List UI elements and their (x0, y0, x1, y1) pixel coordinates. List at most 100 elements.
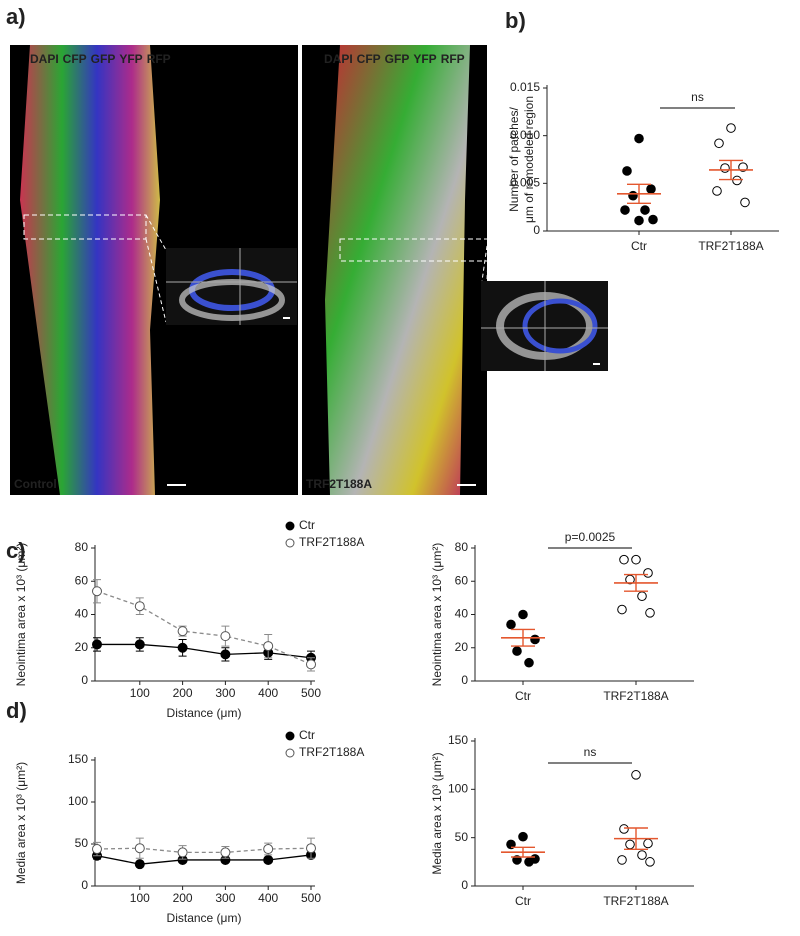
point (643, 568, 653, 578)
point (619, 554, 629, 565)
channel-label: YFP (119, 52, 142, 66)
point (134, 843, 145, 854)
point (617, 604, 627, 615)
channel-label: DAPI (30, 52, 59, 66)
y-tick-label: 100 (448, 782, 468, 796)
point (177, 847, 188, 858)
legend-label: Ctr (299, 728, 315, 742)
point (530, 634, 540, 645)
y-tick-label: 0 (461, 878, 468, 892)
point (628, 190, 638, 201)
channel-label: GFP (91, 52, 116, 66)
point (726, 123, 736, 133)
y-tick-label: 50 (75, 836, 89, 850)
y-tick-label: 0 (533, 223, 540, 237)
point (177, 626, 188, 637)
point (625, 839, 635, 850)
point (512, 855, 522, 865)
x-axis-label: Distance (μm) (167, 911, 242, 925)
point (645, 608, 655, 618)
y-axis-label: Neointima area x 10³ (μm²) (430, 543, 444, 687)
y-tick-label: 60 (455, 573, 469, 587)
point (645, 857, 655, 867)
sem-bar (511, 628, 535, 647)
y-axis-label: μm of remodeled region (522, 96, 536, 223)
x-tick-label: 300 (215, 686, 235, 700)
x-tick-label: Ctr (515, 894, 531, 908)
point (720, 163, 730, 173)
point (714, 138, 724, 149)
y-tick-label: 60 (75, 573, 89, 587)
point (643, 838, 653, 849)
y-tick-label: 150 (448, 733, 468, 747)
y-tick-label: 40 (75, 607, 89, 621)
point (620, 205, 630, 215)
point (306, 843, 316, 854)
point (263, 854, 274, 865)
annotation: p=0.0025 (565, 530, 616, 544)
point (732, 175, 742, 186)
panel-label: b) (505, 8, 526, 33)
sem-bar (624, 573, 648, 592)
y-tick-label: 20 (455, 640, 469, 654)
point (631, 770, 641, 780)
point (524, 857, 534, 867)
y-tick-label: 20 (75, 640, 89, 654)
channel-label: CFP (357, 52, 381, 66)
sem-bar (627, 183, 651, 205)
channel-label: YFP (413, 52, 436, 66)
x-tick-label: TRF2T188A (603, 689, 668, 703)
panel-label: c) (6, 538, 26, 563)
y-axis-label: Media area x 10³ (μm²) (430, 752, 444, 874)
y-tick-label: 0 (461, 673, 468, 687)
legend-marker (285, 538, 295, 548)
legend-marker (285, 748, 295, 758)
x-tick-label: 100 (130, 891, 150, 905)
image-label: Control (14, 477, 57, 491)
point (134, 601, 145, 612)
y-axis-label: Neointima area x 10³ (μm²) (14, 543, 28, 687)
y-tick-label: 50 (455, 830, 469, 844)
y-tick-label: 80 (455, 540, 469, 554)
point (92, 586, 102, 597)
x-tick-label: TRF2T188A (698, 239, 763, 253)
point (220, 649, 231, 660)
x-tick-label: 400 (258, 891, 278, 905)
y-axis-label: Media area x 10³ (μm²) (14, 762, 28, 884)
point (263, 844, 274, 855)
series-line (96, 847, 312, 854)
channel-label: RFP (147, 52, 171, 66)
channel-label: GFP (385, 52, 410, 66)
x-tick-label: 400 (258, 686, 278, 700)
micrograph-right (302, 45, 608, 495)
x-tick-label: 200 (173, 686, 193, 700)
point (506, 619, 516, 630)
legend-label: Ctr (299, 518, 315, 532)
point (306, 659, 316, 670)
point (506, 839, 516, 850)
y-tick-label: 40 (455, 607, 469, 621)
channel-label: DAPI (324, 52, 353, 66)
sem-bar (719, 159, 743, 181)
point (646, 184, 656, 194)
point (134, 639, 145, 650)
point (634, 215, 644, 226)
series-line (97, 643, 312, 659)
x-tick-label: 100 (130, 686, 150, 700)
y-tick-label: 0.010 (510, 128, 540, 142)
point (220, 631, 231, 642)
legend-label: TRF2T188A (299, 745, 364, 759)
point (631, 554, 641, 565)
micrograph-left (10, 45, 298, 495)
x-tick-label: 500 (301, 891, 321, 905)
point (524, 657, 534, 668)
annotation: ns (584, 745, 597, 759)
y-tick-label: 0.005 (510, 176, 540, 190)
point (134, 859, 145, 870)
series-line (96, 854, 312, 865)
x-tick-label: Ctr (515, 689, 531, 703)
x-tick-label: 300 (215, 891, 235, 905)
point (637, 591, 647, 602)
x-tick-label: 500 (301, 686, 321, 700)
